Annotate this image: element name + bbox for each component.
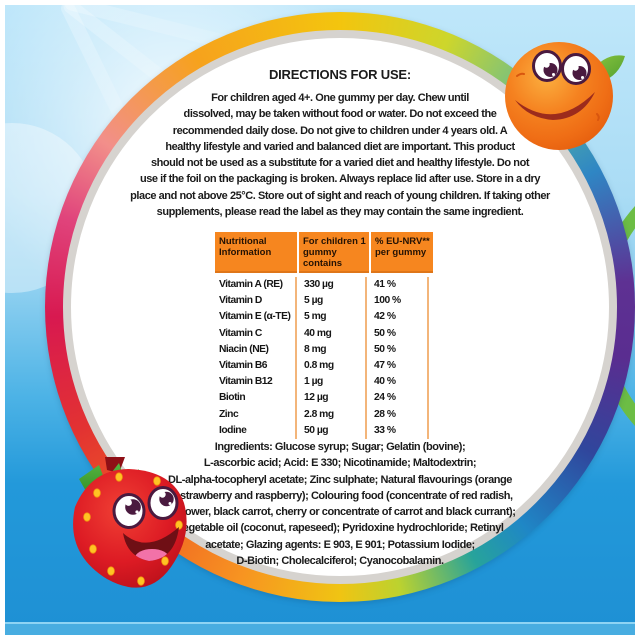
table-cell: 41 % xyxy=(367,277,429,294)
floor-strip xyxy=(5,622,635,635)
strawberry-seeds xyxy=(83,472,183,586)
orange-eyes xyxy=(532,50,591,85)
table-cell: 0.8 mg xyxy=(297,357,367,375)
table-row: Zinc 2.8 mg 28 % xyxy=(215,406,429,423)
table-cell: 2.8 mg xyxy=(297,406,367,423)
table-row: Vitamin B6 0.8 mg 47 % xyxy=(215,357,429,375)
table-cell: Vitamin A (RE) xyxy=(215,277,297,294)
table-row: Vitamin C 40 mg 50 % xyxy=(215,325,429,342)
strawberry-mouth xyxy=(123,527,179,561)
table-cell: Iodine xyxy=(215,422,297,439)
strawberry-mascot xyxy=(73,457,187,588)
table-cell: 100 % xyxy=(367,293,429,310)
table-header-cell: Nutritional Information xyxy=(215,232,297,273)
orange-mascot xyxy=(505,42,625,150)
nutrition-table-header: Nutritional Information For children 1 g… xyxy=(215,232,433,273)
table-cell: 50 % xyxy=(367,325,429,342)
directions-text: For children aged 4+. One gummy per day.… xyxy=(130,92,550,219)
table-row: Iodine 50 µg 33 % xyxy=(215,422,429,439)
table-row: Vitamin A (RE) 330 µg 41 % xyxy=(215,277,429,294)
table-row: Vitamin E (α-TE) 5 mg 42 % xyxy=(215,309,429,326)
table-cell: 8 mg xyxy=(297,341,367,358)
table-cell: Vitamin C xyxy=(215,325,297,342)
table-cell: 50 µg xyxy=(297,422,367,439)
table-cell: 50 % xyxy=(367,341,429,358)
ingredients-text: Ingredients: Glucose syrup; Sugar; Gelat… xyxy=(164,441,516,568)
table-cell: Vitamin D xyxy=(215,293,297,310)
table-cell: 5 mg xyxy=(297,309,367,326)
table-cell: 24 % xyxy=(367,390,429,407)
table-cell: 47 % xyxy=(367,357,429,375)
table-row: Vitamin B12 1 µg 40 % xyxy=(215,374,429,391)
table-cell: 12 µg xyxy=(297,390,367,407)
orange-smile xyxy=(515,92,595,120)
table-cell: 33 % xyxy=(367,422,429,439)
table-cell: Vitamin B12 xyxy=(215,374,297,391)
table-cell: Vitamin B6 xyxy=(215,357,297,375)
table-cell: 28 % xyxy=(367,406,429,423)
nutrition-table: Nutritional Information For children 1 g… xyxy=(215,232,433,439)
table-cell: 40 mg xyxy=(297,325,367,342)
table-cell: 40 % xyxy=(367,374,429,391)
table-cell: Biotin xyxy=(215,390,297,407)
table-cell: 330 µg xyxy=(297,277,367,294)
table-cell: 5 µg xyxy=(297,293,367,310)
strawberry-eyes xyxy=(112,486,179,529)
directions-heading: DIRECTIONS FOR USE: xyxy=(268,67,412,82)
table-header-cell: For children 1 gummy contains xyxy=(299,232,369,273)
table-cell: 42 % xyxy=(367,309,429,326)
sky-background: DIRECTIONS FOR USE: For children aged 4+… xyxy=(5,5,635,635)
table-cell: 1 µg xyxy=(297,374,367,391)
table-row: Niacin (NE) 8 mg 50 % xyxy=(215,341,429,358)
table-row: Biotin 12 µg 24 % xyxy=(215,390,429,407)
table-cell: Zinc xyxy=(215,406,297,423)
table-cell: Vitamin E (α-TE) xyxy=(215,309,297,326)
table-header-cell: % EU-NRV** per gummy xyxy=(371,232,433,273)
table-cell: Niacin (NE) xyxy=(215,341,297,358)
